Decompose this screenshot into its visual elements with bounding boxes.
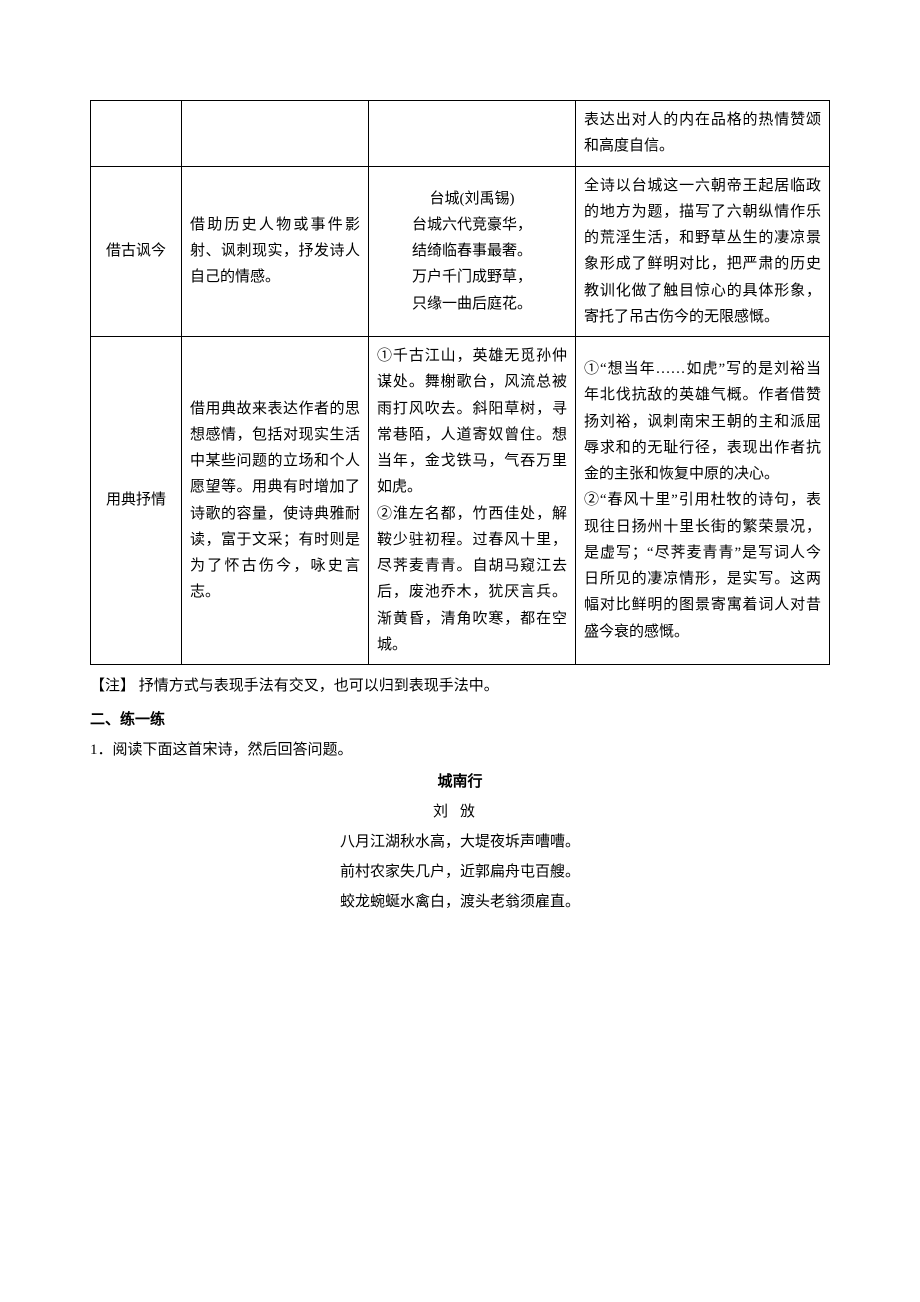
- note-text: 抒情方式与表现手法有交叉，也可以归到表现手法中。: [139, 678, 499, 694]
- poem-source: 台城(刘禹锡): [377, 186, 567, 212]
- poem-line: 蛟龙蜿蜒水禽白，渡头老翁须雇直。: [90, 887, 830, 917]
- poem-line: 结绮临春事最奢。: [377, 238, 567, 264]
- page-container: 表达出对人的内在品格的热情赞颂和高度自信。 借古讽今 借助历史人物或事件影射、讽…: [0, 0, 920, 977]
- cell-definition: 借助历史人物或事件影射、讽刺现实，抒发诗人自己的情感。: [182, 166, 369, 337]
- cell-empty: [369, 101, 576, 167]
- cell-definition: 借用典故来表达作者的思想感情，包括对现实生活中某些问题的立场和个人愿望等。用典有…: [182, 337, 369, 665]
- cell-technique: 用典抒情: [91, 337, 182, 665]
- cell-example-poem: 台城(刘禹锡) 台城六代竞豪华， 结绮临春事最奢。 万户千门成野草， 只缘一曲后…: [369, 166, 576, 337]
- cell-analysis: 表达出对人的内在品格的热情赞颂和高度自信。: [576, 101, 830, 167]
- cell-example-poem: ①千古江山，英雄无觅孙仲谋处。舞榭歌台，风流总被雨打风吹去。斜阳草树，寻常巷陌，…: [369, 337, 576, 665]
- poem-title: 城南行: [90, 767, 830, 797]
- poem-line: 万户千门成野草，: [377, 264, 567, 290]
- cell-analysis: 全诗以台城这一六朝帝王起居临政的地方为题，描写了六朝纵情作乐的荒淫生活，和野草丛…: [576, 166, 830, 337]
- section-heading: 二、练一练: [90, 705, 830, 735]
- question-text: 1．阅读下面这首宋诗，然后回答问题。: [90, 735, 830, 765]
- techniques-table: 表达出对人的内在品格的热情赞颂和高度自信。 借古讽今 借助历史人物或事件影射、讽…: [90, 100, 830, 665]
- cell-empty: [91, 101, 182, 167]
- cell-empty: [182, 101, 369, 167]
- poem-line: 八月江湖秋水高，大堤夜坼声嘈嘈。: [90, 827, 830, 857]
- cell-technique: 借古讽今: [91, 166, 182, 337]
- note-block: 【注】 抒情方式与表现手法有交叉，也可以归到表现手法中。: [90, 671, 830, 701]
- table-row: 用典抒情 借用典故来表达作者的思想感情，包括对现实生活中某些问题的立场和个人愿望…: [91, 337, 830, 665]
- table-row: 借古讽今 借助历史人物或事件影射、讽刺现实，抒发诗人自己的情感。 台城(刘禹锡)…: [91, 166, 830, 337]
- note-label: 【注】: [90, 678, 135, 694]
- cell-analysis: ①“想当年……如虎”写的是刘裕当年北伐抗敌的英雄气概。作者借赞扬刘裕，讽刺南宋王…: [576, 337, 830, 665]
- poem-line: 前村农家失几户，近郭扁舟屯百艘。: [90, 857, 830, 887]
- poem-author: 刘攽: [90, 797, 830, 827]
- table-row: 表达出对人的内在品格的热情赞颂和高度自信。: [91, 101, 830, 167]
- poem-line: 只缘一曲后庭花。: [377, 291, 567, 317]
- poem-line: 台城六代竞豪华，: [377, 212, 567, 238]
